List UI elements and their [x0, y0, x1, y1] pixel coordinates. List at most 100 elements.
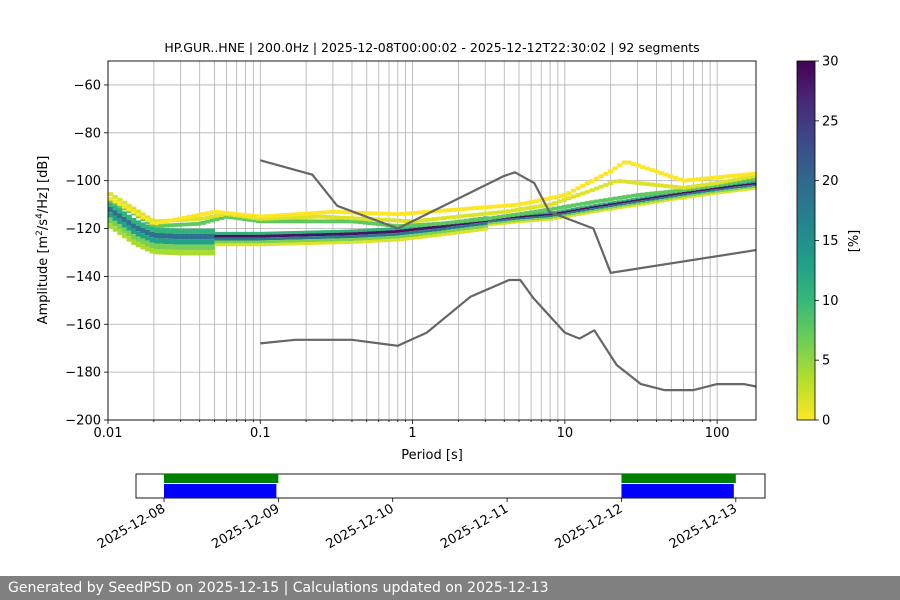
density-cell	[316, 210, 322, 215]
x-axis: 0.01 0.1 1 10 100	[94, 420, 730, 441]
density-cell	[732, 180, 739, 185]
density-cell	[223, 231, 229, 235]
density-cell	[668, 197, 674, 200]
density-cell	[450, 223, 456, 227]
y-axis: −60 −80 −100 −120 −140 −160 −180 −200	[65, 78, 108, 429]
density-cell	[543, 219, 549, 222]
density-cell	[205, 250, 211, 256]
density-cell	[631, 193, 637, 198]
availability-bar-top	[164, 474, 279, 483]
density-cell	[709, 187, 715, 190]
density-cell	[154, 221, 160, 226]
density-cell	[436, 216, 442, 221]
density-cell	[126, 214, 132, 221]
density-cell	[293, 233, 299, 237]
noise-model-line	[260, 159, 757, 274]
density-cell	[450, 207, 456, 212]
density-cell	[385, 233, 391, 237]
density-cell	[260, 243, 266, 247]
density-cell	[612, 196, 618, 201]
density-cell	[265, 231, 271, 235]
density-cell	[658, 199, 665, 201]
density-cell	[149, 220, 155, 225]
density-cell	[533, 199, 540, 203]
density-cell	[515, 202, 521, 207]
density-cell	[464, 213, 470, 218]
density-cell	[260, 219, 266, 224]
density-cell	[436, 228, 442, 231]
density-cell	[186, 233, 192, 240]
density-cell	[279, 231, 285, 235]
density-cell	[158, 220, 165, 225]
density-cell	[584, 210, 590, 213]
density-cell	[168, 238, 174, 245]
density-cell	[140, 227, 146, 234]
density-cell	[640, 200, 646, 203]
density-cell	[311, 230, 317, 234]
density-cell	[149, 218, 155, 223]
density-cell	[464, 224, 470, 228]
density-cell	[270, 237, 276, 241]
density-cell	[654, 191, 660, 195]
density-cell	[168, 244, 174, 250]
density-cell	[455, 228, 461, 232]
density-cell	[709, 191, 715, 194]
density-cell	[158, 227, 165, 234]
density-cell	[552, 210, 558, 213]
density-cell	[270, 213, 276, 218]
density-cell	[658, 197, 665, 200]
density-cell	[718, 192, 725, 194]
availability-bar-bottom	[621, 484, 734, 498]
density-cell	[367, 228, 373, 232]
density-cell	[394, 224, 401, 229]
density-cell	[649, 191, 655, 196]
density-cell	[145, 218, 151, 222]
density-cell	[297, 230, 303, 234]
density-cell	[376, 228, 382, 231]
density-cell	[293, 239, 299, 243]
density-cell	[612, 204, 618, 207]
density-cell	[376, 217, 382, 222]
density-cell	[469, 229, 475, 233]
density-cell	[543, 215, 549, 218]
density-cell	[621, 206, 627, 209]
density-cell	[140, 212, 146, 217]
density-cell	[450, 226, 456, 230]
density-cell	[209, 228, 216, 234]
density-cell	[658, 183, 665, 188]
density-cell	[695, 186, 702, 191]
density-cell	[538, 219, 544, 222]
density-cell	[228, 215, 234, 220]
density-cell	[357, 220, 364, 225]
density-cell	[478, 228, 484, 232]
density-cell	[399, 235, 405, 239]
density-cell	[607, 207, 614, 209]
density-cell	[728, 185, 734, 188]
density-cell	[168, 218, 174, 223]
density-cell	[663, 172, 669, 177]
footer-bar: Generated by SeedPSD on 2025-12-15 | Cal…	[0, 576, 900, 600]
density-cell	[654, 169, 660, 174]
density-cell	[246, 240, 253, 244]
density-cell	[418, 227, 424, 231]
density-cell	[649, 195, 655, 197]
density-cell	[394, 235, 401, 239]
density-cell	[631, 198, 637, 200]
density-cell	[320, 233, 327, 236]
density-cell	[408, 231, 415, 235]
density-cell	[205, 211, 211, 216]
density-cell	[487, 220, 493, 223]
density-cell	[519, 217, 526, 220]
density-cell	[538, 204, 544, 208]
density-cell	[686, 193, 692, 195]
density-cell	[672, 196, 678, 199]
density-cell	[445, 224, 452, 227]
density-cell	[649, 168, 655, 173]
density-cell	[251, 216, 257, 220]
density-cell	[644, 201, 651, 204]
density-cell	[325, 230, 331, 233]
density-cell	[177, 222, 183, 227]
density-cell	[714, 187, 720, 190]
density-cell	[339, 235, 345, 239]
density-cell	[501, 209, 507, 214]
